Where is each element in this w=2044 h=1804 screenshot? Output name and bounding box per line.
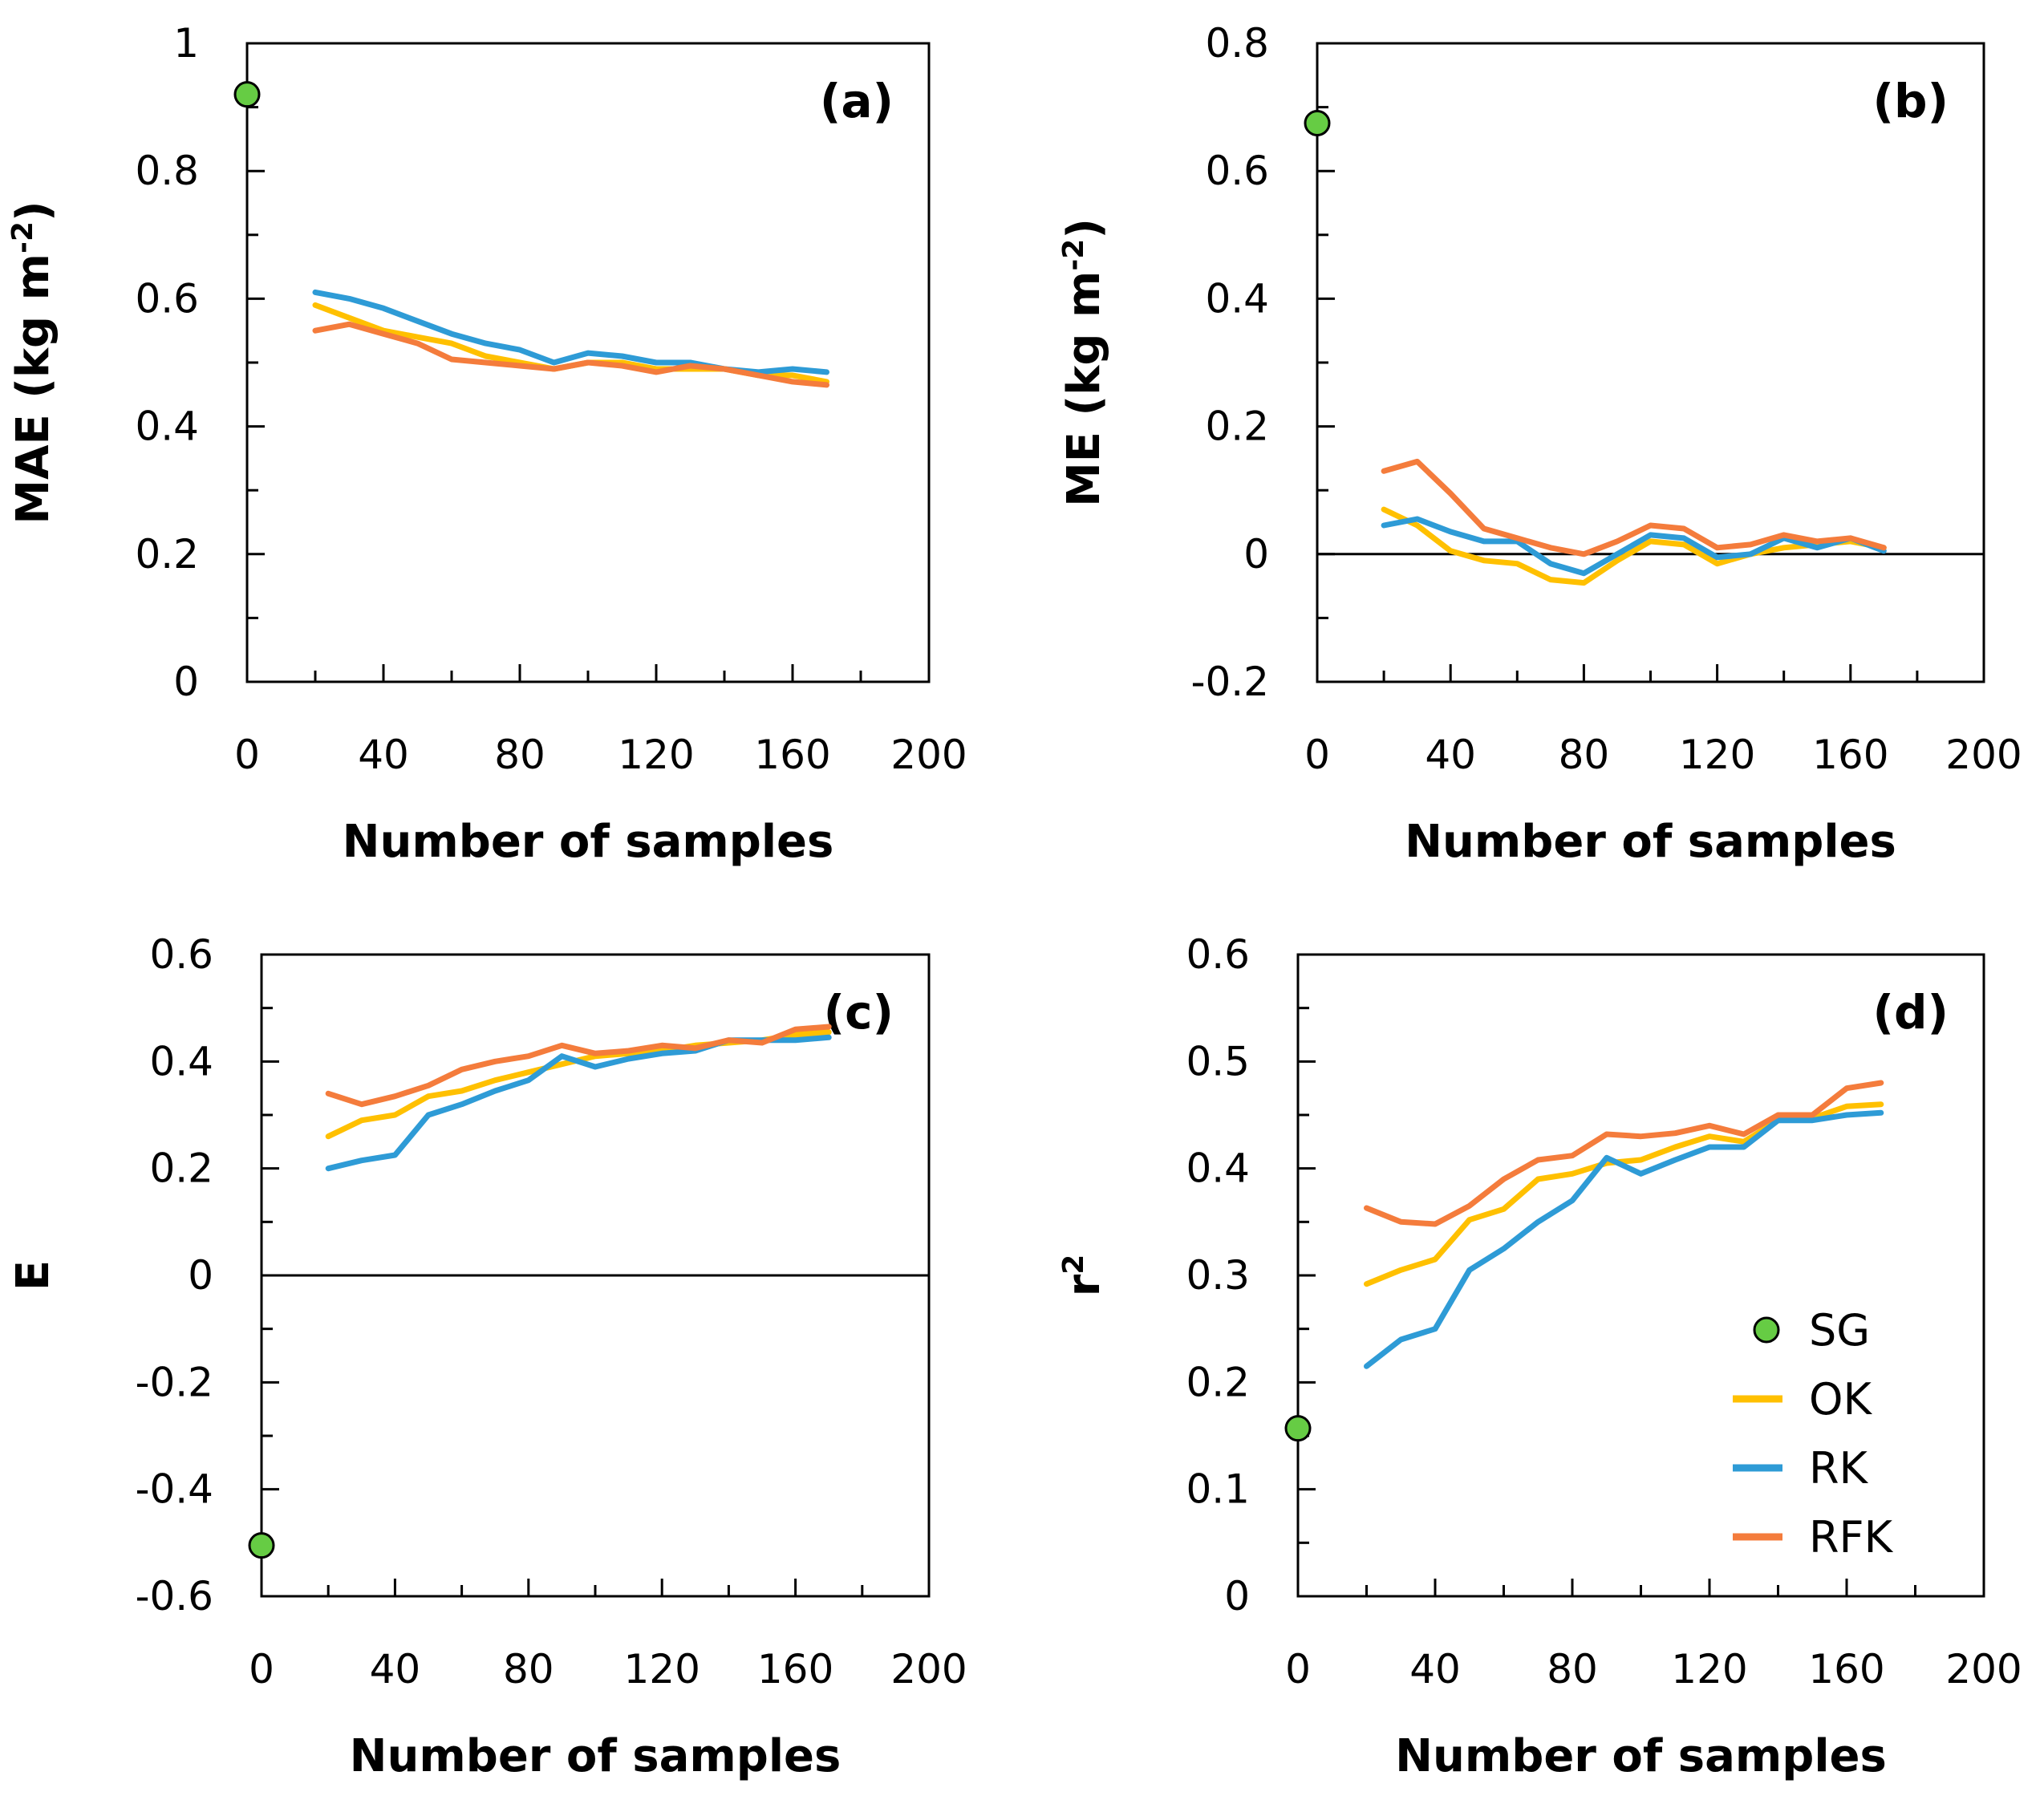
panel-c: 0 40 80 120 160 200 -0.6 -0.4 -0.2 0 0.2 0.4 0.6 Numb…	[7, 931, 967, 1782]
x-tick-label: 80	[1547, 1646, 1598, 1693]
y-axis-title: ME (kg m-2)	[1057, 218, 1110, 507]
x-tick-label: 0	[1285, 1646, 1311, 1693]
y-tick-label: 0.2	[1186, 1359, 1250, 1405]
sg-point	[233, 81, 261, 108]
y-tick-label: -0.2	[135, 1359, 213, 1405]
y-tick-label: -0.6	[135, 1573, 213, 1620]
series-line-rfk	[1381, 458, 1887, 557]
legend-label-ok: OK	[1809, 1374, 1873, 1425]
x-tick-label: 200	[1945, 1646, 2022, 1693]
x-tick-label: 120	[618, 732, 694, 778]
y-tick-label: 0.2	[135, 531, 199, 578]
panel-label: (c)	[824, 985, 894, 1040]
legend-label-rfk: RFK	[1809, 1512, 1894, 1563]
x-tick-label: 40	[1409, 1646, 1461, 1693]
x-tick-label: 80	[1559, 732, 1610, 778]
x-tick-label: 40	[370, 1646, 421, 1693]
panel-label: (d)	[1872, 985, 1949, 1040]
panel-b: 0 40 80 120 160 200 -0.2 0 0.2 0.4 0.6 0.8 Number of…	[1057, 20, 2022, 868]
y-tick-label: 0	[1224, 1573, 1250, 1620]
y-tick-label: 0	[173, 659, 199, 705]
series-line-rk	[1364, 1109, 1884, 1369]
series-line-rk	[1381, 516, 1887, 577]
x-tick-label: 160	[754, 732, 830, 778]
x-tick-label: 0	[249, 1646, 274, 1693]
panel-label: (a)	[820, 74, 894, 128]
x-tick-label: 0	[234, 732, 260, 778]
series-line-rfk	[325, 1024, 832, 1108]
x-tick-label: 40	[358, 732, 409, 778]
y-tick-label: 0.4	[149, 1038, 213, 1084]
y-tick-label: 0.6	[135, 275, 199, 322]
panel-d: 0 40 80 120 160 200 0 0.1 0.2 0.3 0.4 0.5 0.6 Number …	[1057, 931, 2022, 1782]
x-axis-title: Number of samples	[1405, 816, 1896, 868]
sg-point	[248, 1532, 275, 1559]
x-tick-label: 200	[890, 1646, 967, 1693]
y-tick-label: 1	[173, 20, 199, 67]
y-tick-label: 0	[1243, 531, 1269, 578]
x-tick-label: 200	[1945, 732, 2022, 778]
y-axis-title: r2	[1057, 1255, 1110, 1297]
x-tick-label: 120	[1679, 732, 1755, 778]
panel-label: (b)	[1872, 74, 1949, 128]
x-tick-label: 80	[503, 1646, 554, 1693]
y-tick-label: 0.1	[1186, 1466, 1250, 1513]
y-tick-label: 0.6	[1205, 148, 1269, 194]
y-tick-label: 0.3	[1186, 1252, 1250, 1299]
x-axis-title: Number of samples	[1395, 1730, 1887, 1782]
legend-marker-sg	[1753, 1316, 1780, 1344]
x-tick-label: 40	[1425, 732, 1476, 778]
x-tick-label: 200	[890, 732, 967, 778]
y-tick-label: 0.6	[1186, 931, 1250, 978]
series-line-rfk	[312, 321, 829, 388]
y-tick-label: 0.2	[1205, 403, 1269, 450]
x-tick-label: 120	[623, 1646, 700, 1693]
x-tick-label: 80	[494, 732, 545, 778]
y-tick-label: 0.8	[1205, 20, 1269, 67]
x-tick-label: 160	[1812, 732, 1888, 778]
x-axis-title: Number of samples	[343, 816, 834, 868]
panel-a: 0 40 80 120 160 200 0 0.2 0.4 0.6 0.8 1 Number of sa…	[6, 20, 967, 868]
x-tick-label: 160	[1808, 1646, 1884, 1693]
legend: SG OK RK RFK	[1733, 1305, 1894, 1563]
y-tick-label: 0	[188, 1252, 213, 1299]
y-tick-label: 0.6	[149, 931, 213, 978]
y-tick-label: 0.2	[149, 1145, 213, 1192]
x-tick-label: 160	[757, 1646, 833, 1693]
sg-point	[1284, 1415, 1312, 1442]
legend-label-rk: RK	[1809, 1443, 1869, 1494]
x-tick-label: 0	[1304, 732, 1330, 778]
y-tick-label: 0.8	[135, 148, 199, 194]
series-line-ok	[1381, 506, 1887, 586]
y-tick-label: -0.4	[135, 1466, 213, 1513]
y-tick-label: 0.4	[135, 403, 199, 450]
legend-label-sg: SG	[1809, 1305, 1870, 1356]
x-axis-title: Number of samples	[350, 1730, 842, 1782]
y-tick-label: 0.5	[1186, 1038, 1250, 1084]
x-tick-label: 120	[1671, 1646, 1747, 1693]
y-tick-label: 0.4	[1186, 1145, 1250, 1192]
series-line-rfk	[1364, 1080, 1884, 1227]
sg-point	[1304, 110, 1331, 136]
y-axis-title: E	[7, 1260, 59, 1291]
y-tick-label: -0.2	[1190, 659, 1269, 705]
y-axis-title: MAE (kg m-2)	[6, 201, 59, 524]
y-tick-label: 0.4	[1205, 275, 1269, 322]
